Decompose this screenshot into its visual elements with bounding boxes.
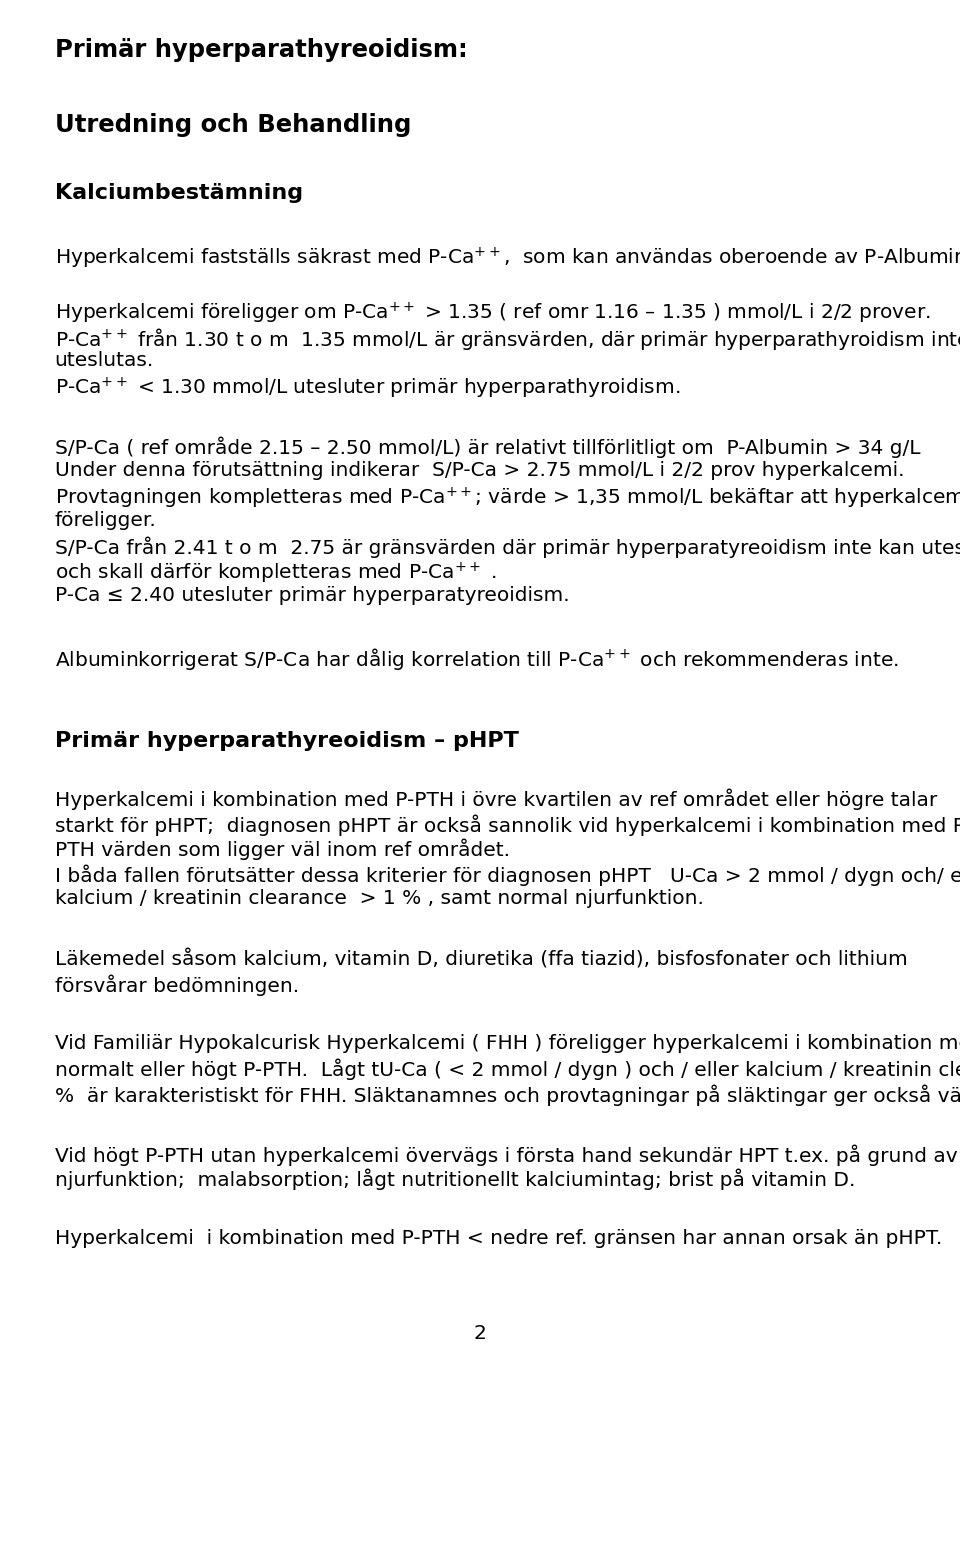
Text: S/P-Ca ( ref område 2.15 – 2.50 mmol/L) är relativt tillförlitligt om  P-Albumin: S/P-Ca ( ref område 2.15 – 2.50 mmol/L) … [55,437,921,458]
Text: starkt för pHPT;  diagnosen pHPT är också sannolik vid hyperkalcemi i kombinatio: starkt för pHPT; diagnosen pHPT är också… [55,815,960,835]
Text: I båda fallen förutsätter dessa kriterier för diagnosen pHPT   U-Ca > 2 mmol / d: I båda fallen förutsätter dessa kriterie… [55,864,960,886]
Text: Provtagningen kompletteras med P-Ca$^{++}$; värde > 1,35 mmol/L bekäftar att hyp: Provtagningen kompletteras med P-Ca$^{++… [55,486,960,511]
Text: Primär hyperparathyreoidism:: Primär hyperparathyreoidism: [55,39,468,62]
Text: Kalciumbestämning: Kalciumbestämning [55,184,302,204]
Text: Primär hyperparathyreoidism – pHPT: Primär hyperparathyreoidism – pHPT [55,731,518,751]
Text: njurfunktion;  malabsorption; lågt nutritionellt kalciumintag; brist på vitamin : njurfunktion; malabsorption; lågt nutrit… [55,1170,855,1191]
Text: och skall därför kompletteras med P-Ca$^{++}$ .: och skall därför kompletteras med P-Ca$^… [55,562,496,586]
Text: P-Ca$^{++}$ från 1.30 t o m  1.35 mmol/L är gränsvärden, där primär hyperparathy: P-Ca$^{++}$ från 1.30 t o m 1.35 mmol/L … [55,326,960,352]
Text: Hyperkalcemi  i kombination med P-PTH < nedre ref. gränsen har annan orsak än pH: Hyperkalcemi i kombination med P-PTH < n… [55,1230,942,1248]
Text: Utredning och Behandling: Utredning och Behandling [55,113,411,137]
Text: Hyperkalcemi fastställs säkrast med P-Ca$^{++}$,  som kan användas oberoende av : Hyperkalcemi fastställs säkrast med P-Ca… [55,245,960,272]
Text: %  är karakteristiskt för FHH. Släktanamnes och provtagningar på släktingar ger : % är karakteristiskt för FHH. Släktanamn… [55,1085,960,1105]
Text: kalcium / kreatinin clearance  > 1 % , samt normal njurfunktion.: kalcium / kreatinin clearance > 1 % , sa… [55,889,704,907]
Text: Hyperkalcemi i kombination med P-PTH i övre kvartilen av ref området eller högre: Hyperkalcemi i kombination med P-PTH i ö… [55,788,937,810]
Text: föreligger.: föreligger. [55,511,156,529]
Text: Vid högt P-PTH utan hyperkalcemi övervägs i första hand sekundär HPT t.ex. på gr: Vid högt P-PTH utan hyperkalcemi överväg… [55,1143,960,1165]
Text: S/P-Ca från 2.41 t o m  2.75 är gränsvärden där primär hyperparatyreoidism inte : S/P-Ca från 2.41 t o m 2.75 är gränsvärd… [55,535,960,557]
Text: PTH värden som ligger väl inom ref området.: PTH värden som ligger väl inom ref områd… [55,839,510,861]
Text: Läkemedel såsom kalcium, vitamin D, diuretika (ffa tiazid), bisfosfonater och li: Läkemedel såsom kalcium, vitamin D, diur… [55,949,907,969]
Text: Hyperkalcemi föreligger om P-Ca$^{++}$ > 1.35 ( ref omr 1.16 – 1.35 ) mmol/L i 2: Hyperkalcemi föreligger om P-Ca$^{++}$ >… [55,301,930,326]
Text: Vid Familiär Hypokalcurisk Hyperkalcemi ( FHH ) föreligger hyperkalcemi i kombin: Vid Familiär Hypokalcurisk Hyperkalcemi … [55,1034,960,1052]
Text: 2: 2 [473,1324,487,1342]
Text: normalt eller högt P-PTH.  Lågt tU-Ca ( < 2 mmol / dygn ) och / eller kalcium / : normalt eller högt P-PTH. Lågt tU-Ca ( <… [55,1058,960,1080]
Text: Albuminkorrigerat S/P-Ca har dålig korrelation till P-Ca$^{++}$ och rekommendera: Albuminkorrigerat S/P-Ca har dålig korre… [55,647,899,673]
Text: uteslutas.: uteslutas. [55,350,154,370]
Text: Under denna förutsättning indikerar  S/P-Ca > 2.75 mmol/L i 2/2 prov hyperkalcem: Under denna förutsättning indikerar S/P-… [55,461,904,480]
Text: försvårar bedömningen.: försvårar bedömningen. [55,974,299,995]
Text: P-Ca$^{++}$ < 1.30 mmol/L utesluter primär hyperparathyroidism.: P-Ca$^{++}$ < 1.30 mmol/L utesluter prim… [55,376,680,401]
Text: P-Ca ≤ 2.40 utesluter primär hyperparatyreoidism.: P-Ca ≤ 2.40 utesluter primär hyperparaty… [55,586,569,605]
